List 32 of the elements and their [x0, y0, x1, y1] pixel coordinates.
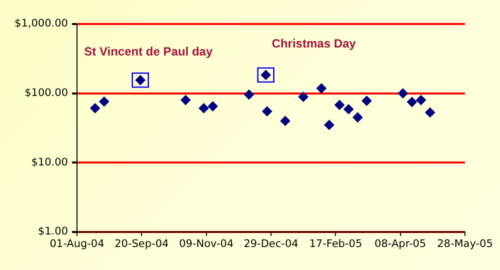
point — [280, 116, 290, 126]
y-tick-label: $10.00 — [31, 156, 68, 168]
point — [262, 106, 272, 116]
point — [198, 103, 209, 114]
x-tick-label: 17-Feb-05 — [309, 238, 362, 250]
point — [362, 96, 372, 106]
point — [244, 90, 254, 100]
y-tick-label: $1.00 — [38, 226, 68, 238]
point — [352, 112, 363, 122]
point — [334, 100, 345, 110]
point — [425, 107, 436, 118]
point — [90, 103, 100, 114]
x-tick-label: 28-May-05 — [437, 238, 493, 250]
point — [99, 96, 110, 107]
point — [398, 88, 408, 98]
point — [208, 101, 218, 112]
x-tick-label: 08-Apr-05 — [374, 238, 426, 250]
y-tick-label: $100.00 — [24, 87, 68, 100]
point — [324, 120, 334, 130]
x-tick-label: 29-Dec-04 — [244, 238, 299, 250]
point — [298, 92, 308, 102]
point — [406, 96, 417, 107]
point — [344, 104, 354, 114]
y-tick-label: $1,000.00 — [14, 18, 68, 30]
x-tick-label: 20-Sep-04 — [114, 238, 170, 250]
x-tick-label: 09-Nov-04 — [179, 238, 234, 250]
point — [416, 95, 426, 106]
point — [180, 95, 191, 106]
point — [316, 83, 326, 94]
annotation: Christmas Day — [272, 36, 356, 50]
annotation: St Vincent de Paul day — [84, 44, 213, 58]
x-tick-label: 01-Aug-04 — [50, 238, 105, 250]
